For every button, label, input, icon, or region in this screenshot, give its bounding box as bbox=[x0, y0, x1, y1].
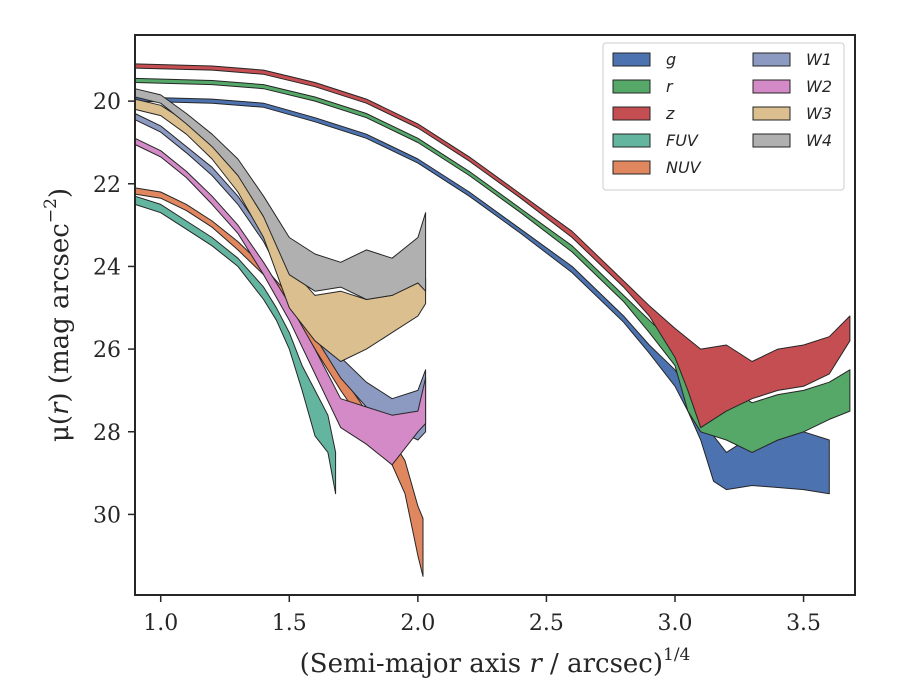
y-tick-label: 30 bbox=[93, 503, 121, 528]
legend-swatch-z bbox=[612, 106, 651, 121]
x-axis: 1.0 1.5 2.0 2.5 3.0 3.5 bbox=[143, 595, 821, 636]
x-tick-label: 2.5 bbox=[529, 611, 564, 636]
y-axis-label: μ(r) (mag arcsec−2) bbox=[41, 188, 75, 442]
band-g bbox=[134, 96, 830, 495]
x-tick-label: 1.5 bbox=[272, 611, 307, 636]
band-fuv bbox=[134, 195, 337, 495]
band-w2 bbox=[134, 137, 427, 466]
legend-swatch-w2 bbox=[752, 79, 791, 94]
legend-swatch-nuv bbox=[612, 160, 651, 175]
legend-label-fuv: FUV bbox=[666, 131, 699, 150]
legend-swatch-w1 bbox=[752, 52, 791, 67]
x-tick-label: 2.0 bbox=[400, 611, 435, 636]
x-axis-label: (Semi-major axis r / arcsec)1/4 bbox=[300, 645, 691, 679]
legend-label-z: z bbox=[665, 104, 675, 123]
band-r bbox=[134, 77, 851, 453]
legend-swatch-g bbox=[612, 52, 651, 67]
legend: grz FUV NUV W1 W2 W3 W4 bbox=[602, 42, 845, 191]
x-tick-label: 3.5 bbox=[786, 611, 821, 636]
legend-label-g: g bbox=[666, 50, 676, 69]
y-tick-label: 22 bbox=[93, 173, 121, 198]
band-w1 bbox=[134, 113, 427, 441]
legend-label-nuv: NUV bbox=[666, 158, 702, 177]
y-tick-label: 28 bbox=[93, 421, 121, 446]
legend-label-w4: W4 bbox=[806, 131, 832, 150]
legend-label-w1: W1 bbox=[806, 50, 832, 69]
legend-label-w2: W2 bbox=[806, 77, 832, 96]
plot-frame bbox=[134, 34, 856, 596]
band-z bbox=[134, 63, 851, 429]
legend-swatch-fuv bbox=[612, 133, 651, 148]
series-bands bbox=[134, 63, 851, 577]
y-axis: 20 22 24 26 28 30 bbox=[93, 90, 135, 528]
band-w4 bbox=[134, 88, 427, 300]
y-tick-label: 20 bbox=[93, 90, 121, 115]
y-tick-label: 24 bbox=[93, 255, 121, 280]
legend-label-r: r bbox=[666, 77, 674, 96]
x-tick-label: 3.0 bbox=[658, 611, 693, 636]
legend-swatch-r bbox=[612, 79, 651, 94]
legend-swatch-w4 bbox=[752, 133, 791, 148]
y-tick-label: 26 bbox=[93, 338, 121, 363]
legend-swatch-w3 bbox=[752, 106, 791, 121]
x-tick-label: 1.0 bbox=[143, 611, 178, 636]
legend-label-w3: W3 bbox=[806, 104, 832, 123]
